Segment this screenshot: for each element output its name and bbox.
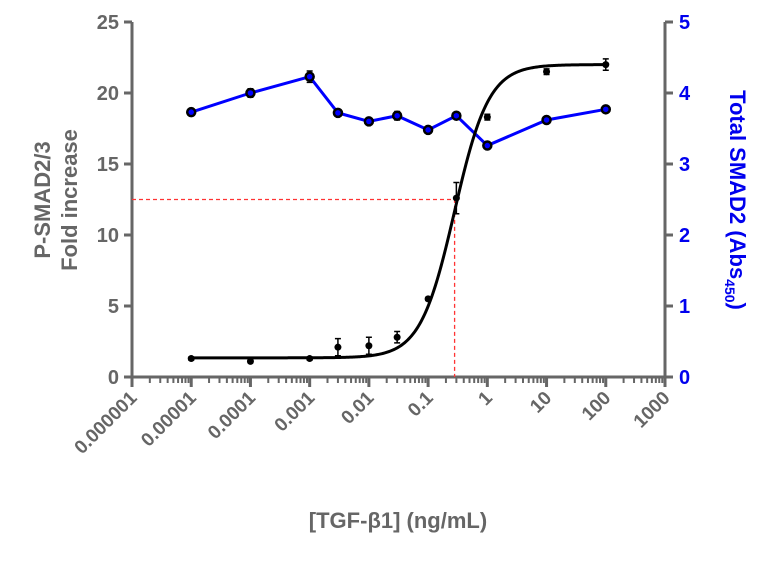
y-left-tick-label: 25 — [97, 12, 119, 34]
total-smad2-point — [482, 140, 493, 151]
x-tick-label: 100 — [578, 388, 615, 425]
p-smad-point — [424, 295, 432, 303]
x-tick-label: 0.0001 — [204, 387, 260, 443]
p-smad-point — [365, 342, 373, 350]
p-smad-point — [543, 68, 551, 76]
p-smad-point — [483, 113, 491, 121]
y-right-tick-label: 4 — [679, 83, 691, 105]
y-right-tick-label: 3 — [679, 154, 690, 176]
p-smad-point — [393, 333, 401, 341]
total-smad2-point — [185, 106, 197, 118]
total-smad2-point — [600, 104, 612, 115]
p-smad-point — [187, 355, 195, 363]
total-smad2-point — [422, 124, 434, 136]
y-right-tick-label: 5 — [679, 12, 690, 34]
y-axis-right-title: Total SMAD2 (Abs450) — [722, 90, 750, 310]
y-right-tick-label: 0 — [679, 367, 690, 389]
y-left-tick-label: 10 — [97, 225, 119, 247]
y-left-tick-label: 15 — [97, 154, 119, 176]
total-smad2-point — [245, 87, 256, 99]
x-axis-title: [TGF-β1] (ng/mL) — [309, 508, 487, 533]
x-tick-label: 0.00001 — [137, 387, 201, 451]
x-tick-label: 1000 — [630, 388, 675, 433]
x-tick-label: 10 — [526, 388, 556, 418]
p-smad-point — [334, 343, 342, 351]
y-axis-left-title-line2: Fold increase — [57, 129, 82, 271]
x-tick-label: 0.01 — [337, 387, 378, 428]
total-smad2-point — [304, 71, 315, 82]
total-smad2-point — [541, 114, 552, 126]
p-smad-point — [306, 355, 314, 363]
y-left-tick-label: 0 — [108, 367, 119, 389]
p-smad-fit-curve — [191, 63, 606, 360]
y-left-tick-label: 5 — [108, 296, 119, 318]
p-smad-point — [246, 357, 254, 365]
y-right-tick-label: 1 — [679, 296, 690, 318]
x-tick-label: 0.001 — [271, 387, 320, 436]
x-tick-label: 0.000001 — [71, 387, 142, 458]
total-smad2-point — [363, 116, 375, 127]
total-smad2-point — [332, 107, 344, 119]
total-smad2-point — [391, 110, 403, 121]
total-smad2-point — [451, 110, 462, 121]
y-left-tick-label: 20 — [97, 83, 119, 105]
y-right-tick-label: 2 — [679, 225, 690, 247]
ec50-guide-line — [132, 198, 456, 377]
p-smad-point — [452, 194, 460, 202]
y-axis-left-title-line1: P-SMAD2/3 — [30, 141, 55, 258]
p-smad-point — [602, 61, 610, 69]
x-tick-label: 0.1 — [404, 387, 438, 421]
x-tick-label: 1 — [475, 387, 498, 410]
